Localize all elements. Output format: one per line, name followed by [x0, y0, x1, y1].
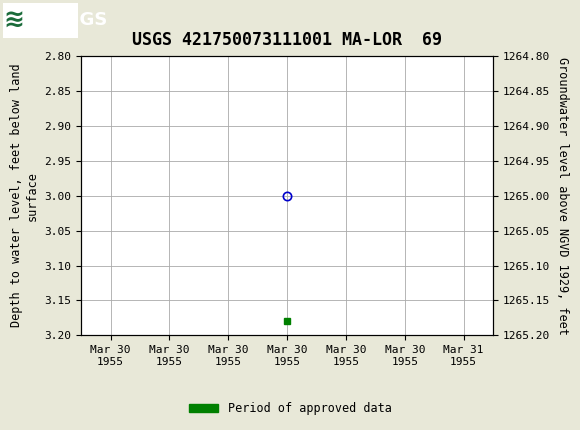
Text: USGS: USGS	[52, 12, 107, 29]
FancyBboxPatch shape	[3, 3, 78, 37]
Y-axis label: Groundwater level above NGVD 1929, feet: Groundwater level above NGVD 1929, feet	[556, 57, 568, 335]
Text: ≋: ≋	[3, 9, 24, 32]
Title: USGS 421750073111001 MA-LOR  69: USGS 421750073111001 MA-LOR 69	[132, 31, 442, 49]
Y-axis label: Depth to water level, feet below land
surface: Depth to water level, feet below land su…	[10, 64, 39, 328]
Legend: Period of approved data: Period of approved data	[184, 397, 396, 420]
